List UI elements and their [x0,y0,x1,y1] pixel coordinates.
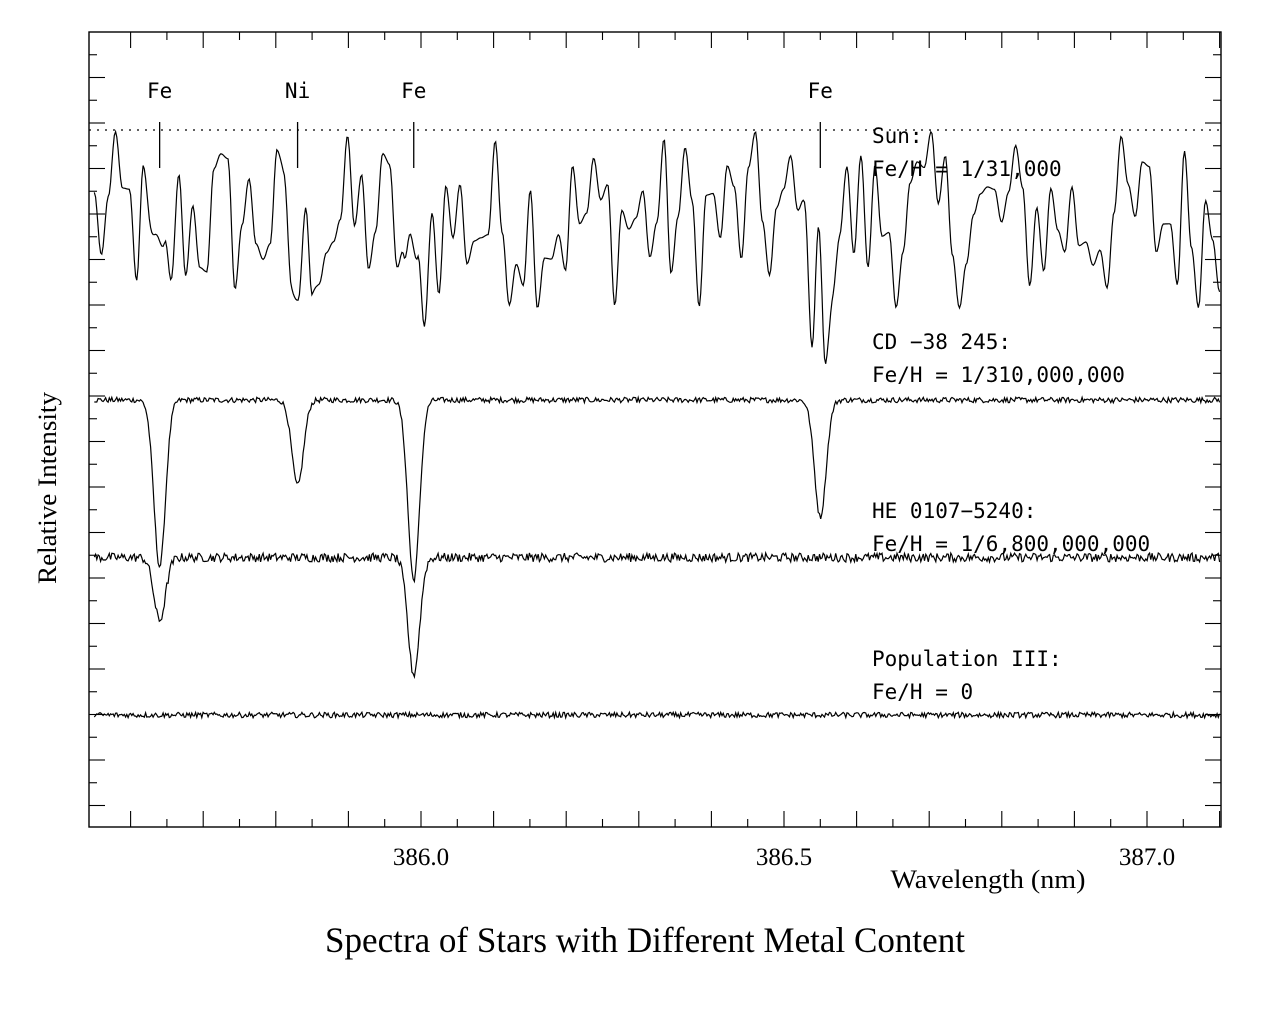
element-label: Fe [808,79,833,103]
x-tick-labels: 386.0 386.5 387.0 [393,844,1175,871]
element-label: Fe [401,79,426,103]
series-name-line2: Fe/H = 1/310,000,000 [872,363,1125,387]
y-axis-label: Relative Intensity [33,392,62,584]
spectrum-line [94,395,1221,584]
series-name-line1: CD −38 245: [872,330,1011,354]
element-label: Fe [147,79,172,103]
x-tick-label: 386.5 [756,844,812,871]
element-line-markers: Fe Ni Fe Fe [147,79,833,168]
series-name-line1: HE 0107−5240: [872,499,1036,523]
chart-title: Spectra of Stars with Different Metal Co… [325,920,965,960]
axis-ticks [89,32,1221,827]
plot-frame [88,31,1222,828]
series-name-line1: Population III: [872,647,1062,671]
x-axis-label: Wavelength (nm) [891,865,1086,894]
spectra-series [93,129,1221,720]
series-name-line2: Fe/H = 0 [872,680,973,704]
spectrum-line [93,710,1221,720]
series-name-line1: Sun: [872,124,923,148]
x-tick-label: 387.0 [1119,844,1175,871]
series-labels: Sun: Fe/H = 1/31,000 CD −38 245: Fe/H = 1/3… [872,124,1150,704]
spectrum-line [93,550,1221,680]
x-tick-label: 386.0 [393,844,449,871]
element-label: Ni [285,79,310,103]
series-name-line2: Fe/H = 1/31,000 [872,157,1062,181]
series-name-line2: Fe/H = 1/6,800,000,000 [872,532,1150,556]
spectrum-line [93,129,1221,364]
